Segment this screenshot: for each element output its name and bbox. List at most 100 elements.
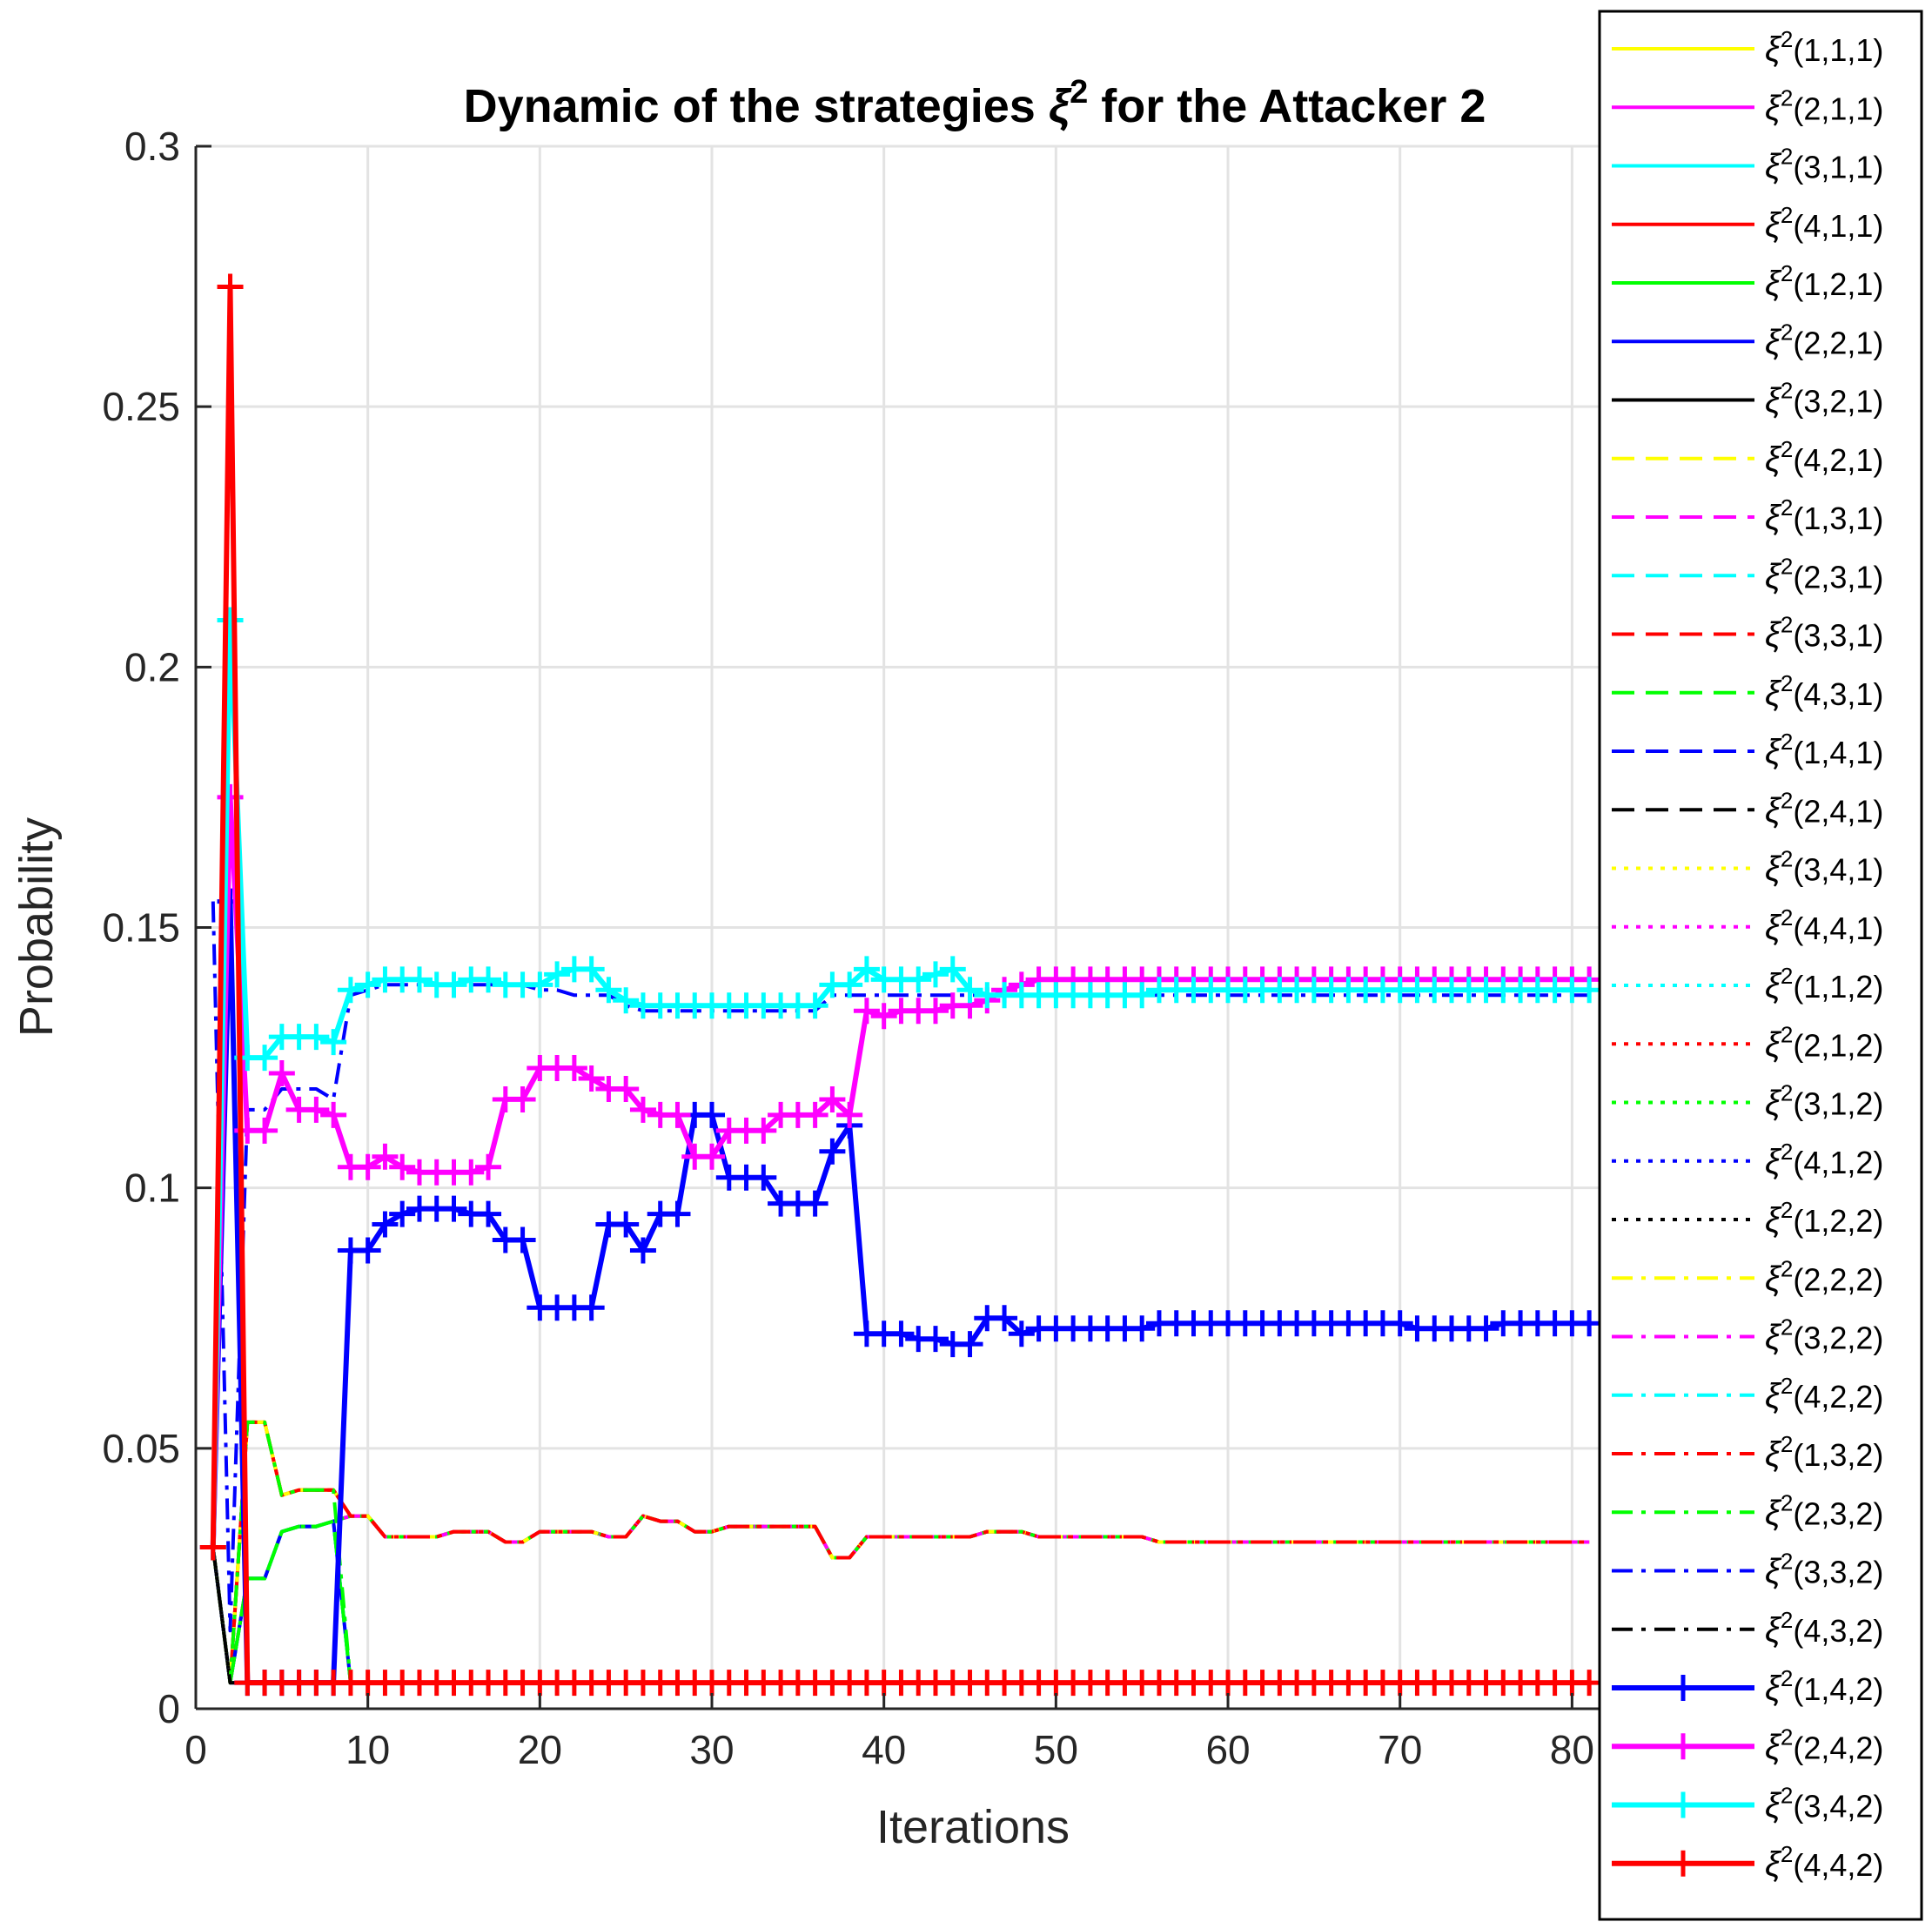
data-point-marker: [819, 1138, 846, 1165]
legend-label: ξ2(4,2,1): [1765, 436, 1883, 479]
data-point-marker: [320, 1101, 347, 1128]
x-tick-label: 60: [1205, 1727, 1250, 1772]
legend-box: [1598, 10, 1923, 1921]
data-point-marker: [870, 1003, 897, 1030]
data-point-marker: [354, 1237, 381, 1264]
data-point-marker: [458, 1159, 485, 1186]
data-point-marker: [354, 1153, 381, 1180]
data-point-marker: [1129, 982, 1156, 1009]
data-point-marker: [1386, 1310, 1413, 1337]
x-tick-label: 80: [1550, 1727, 1594, 1772]
legend-marker: [1670, 1850, 1696, 1877]
y-tick-label: 0.05: [102, 1426, 180, 1471]
data-point-marker: [475, 966, 502, 993]
legend-label: ξ2(4,3,1): [1765, 670, 1883, 713]
legend-label: ξ2(2,3,1): [1765, 553, 1883, 595]
data-point-marker: [578, 956, 605, 983]
data-point-marker: [389, 1153, 416, 1180]
legend-label: ξ2(1,3,2): [1765, 1431, 1883, 1474]
data-point-marker: [629, 1237, 656, 1264]
x-tick-label: 0: [184, 1727, 207, 1772]
data-point-marker: [217, 273, 244, 300]
legend-label: ξ2(1,1,2): [1765, 963, 1883, 1005]
x-tick-label: 40: [862, 1727, 906, 1772]
legend-label: ξ2(3,4,1): [1765, 846, 1883, 889]
data-point-marker: [613, 987, 640, 1014]
data-point-marker: [664, 1200, 691, 1227]
x-tick-label: 70: [1378, 1727, 1422, 1772]
legend-label: ξ2(3,4,2): [1765, 1783, 1883, 1825]
data-point-marker: [320, 1029, 347, 1056]
y-tick-label: 0.25: [102, 384, 180, 429]
legend-label: ξ2(4,1,1): [1765, 202, 1883, 245]
data-point-marker: [578, 1065, 605, 1092]
data-point-marker: [802, 1190, 828, 1217]
data-point-marker: [991, 1305, 1018, 1332]
axes: 0 10 20 30 40 50 60 70 80 0 0.05 0.1 0.15 0.2 0.25 0.3: [102, 124, 1600, 1772]
data-point-marker: [440, 1195, 467, 1222]
legend-label: ξ2(2,1,2): [1765, 1021, 1883, 1064]
data-point-marker: [406, 966, 433, 993]
data-point-marker: [922, 961, 949, 988]
legend-label: ξ2(4,4,1): [1765, 904, 1883, 947]
data-point-marker: [509, 1085, 536, 1112]
data-point-marker: [1576, 977, 1600, 1004]
data-point-marker: [1576, 1310, 1600, 1337]
series-line-24: [211, 1420, 1590, 1685]
legend-label: ξ2(3,2,2): [1765, 1314, 1883, 1357]
data-point-marker: [802, 992, 828, 1019]
data-point-marker: [578, 1294, 605, 1321]
legend-label: ξ2(1,1,1): [1765, 26, 1883, 69]
data-point-marker: [372, 1211, 399, 1238]
legend-label: ξ2(4,4,2): [1765, 1841, 1883, 1884]
data-point-marker: [217, 607, 244, 634]
data-point-marker: [303, 1024, 330, 1051]
legend-label: ξ2(2,2,2): [1765, 1255, 1883, 1298]
x-tick-label: 20: [518, 1727, 562, 1772]
data-point-marker: [956, 1331, 983, 1358]
legend-label: ξ2(4,2,2): [1765, 1373, 1883, 1415]
y-axis-title: Probability: [10, 817, 63, 1037]
data-point-marker: [853, 956, 880, 983]
data-point-marker: [664, 1101, 691, 1128]
data-point-marker: [252, 1045, 278, 1072]
legend-label: ξ2(4,1,2): [1765, 1139, 1883, 1181]
data-point-marker: [440, 971, 467, 998]
data-point-marker: [853, 998, 880, 1025]
data-point-marker: [956, 977, 983, 1004]
data-point-marker: [1576, 1670, 1600, 1697]
legend-label: ξ2(3,3,2): [1765, 1549, 1883, 1591]
legend-label: ξ2(3,1,2): [1765, 1080, 1883, 1123]
y-tick-label: 0: [158, 1686, 180, 1731]
y-tick-label: 0.3: [124, 124, 180, 169]
data-point-marker: [527, 971, 553, 998]
data-point-marker: [922, 1326, 949, 1353]
data-point-marker: [475, 1153, 502, 1180]
data-point-marker: [802, 1101, 828, 1128]
plot-series: [199, 273, 1600, 1697]
data-point-marker: [699, 1143, 726, 1170]
x-tick-label: 50: [1034, 1727, 1078, 1772]
data-point-marker: [337, 977, 364, 1004]
data-point-marker: [613, 1211, 640, 1238]
data-point-marker: [560, 1055, 587, 1082]
legend-label: ξ2(4,3,2): [1765, 1607, 1883, 1650]
data-point-marker: [544, 961, 571, 988]
data-point-marker: [888, 1321, 915, 1347]
legend-label: ξ2(3,1,1): [1765, 144, 1883, 186]
x-tick-label: 30: [689, 1727, 734, 1772]
data-point-marker: [836, 971, 863, 998]
data-point-marker: [252, 1117, 278, 1144]
legend-label: ξ2(2,2,1): [1765, 319, 1883, 361]
legend-label: ξ2(3,3,1): [1765, 612, 1883, 655]
data-point-marker: [372, 1143, 399, 1170]
legend-label: ξ2(1,2,2): [1765, 1197, 1883, 1240]
legend-label: ξ2(3,2,1): [1765, 378, 1883, 420]
legend-marker: [1670, 1791, 1696, 1818]
data-point-marker: [836, 1101, 863, 1128]
data-point-marker: [389, 1200, 416, 1227]
data-point-marker: [199, 1534, 226, 1561]
y-tick-label: 0.1: [124, 1166, 180, 1211]
legend-label: ξ2(1,3,1): [1765, 494, 1883, 537]
